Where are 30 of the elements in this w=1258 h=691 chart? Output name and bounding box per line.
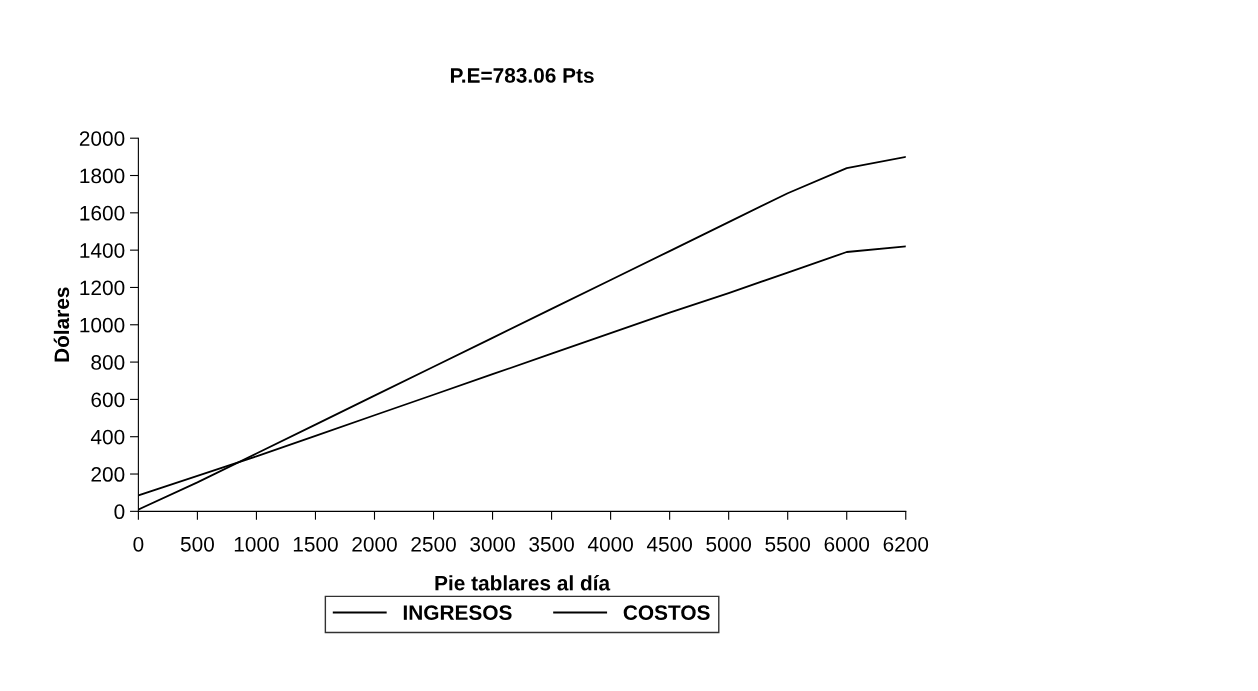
y-tick-label: 400 — [90, 429, 125, 445]
x-axis-title: Pie tablares al día — [435, 575, 611, 591]
x-tick-label: 4000 — [587, 536, 633, 552]
y-tick-label: 1200 — [80, 280, 125, 296]
y-tick-label: 1800 — [80, 168, 125, 184]
x-tick-label: 1500 — [293, 536, 338, 552]
x-tick-label: 3500 — [529, 536, 574, 552]
x-tick-label: 6000 — [824, 536, 870, 552]
y-tick-label: 200 — [91, 467, 125, 482]
x-tick-label: 0 — [133, 536, 144, 552]
legend-label: INGRESOS — [403, 605, 512, 621]
y-tick-label: 1600 — [80, 205, 125, 221]
chart-title: P.E=783.06 Pts — [450, 68, 594, 83]
x-tick-label: 2500 — [411, 536, 456, 552]
y-tick-label: 1000 — [80, 317, 125, 333]
x-tick-label: 3000 — [470, 536, 515, 552]
legend-label: COSTOS — [623, 605, 710, 621]
y-axis-title: Dólares — [53, 287, 70, 362]
y-tick-label: 1400 — [80, 243, 125, 258]
y-tick-label: 600 — [91, 392, 125, 408]
x-tick-label: 4500 — [646, 536, 692, 552]
x-tick-label: 5500 — [765, 536, 811, 552]
y-tick-label: 2000 — [79, 131, 125, 146]
y-tick-label: 800 — [91, 355, 125, 370]
x-tick-label: 5000 — [706, 536, 752, 552]
x-tick-label: 500 — [180, 536, 214, 552]
x-tick-label: 1000 — [234, 536, 279, 552]
x-tick-label: 2000 — [352, 536, 397, 552]
y-tick-label: 0 — [114, 504, 125, 520]
x-tick-label: 6200 — [883, 536, 929, 552]
